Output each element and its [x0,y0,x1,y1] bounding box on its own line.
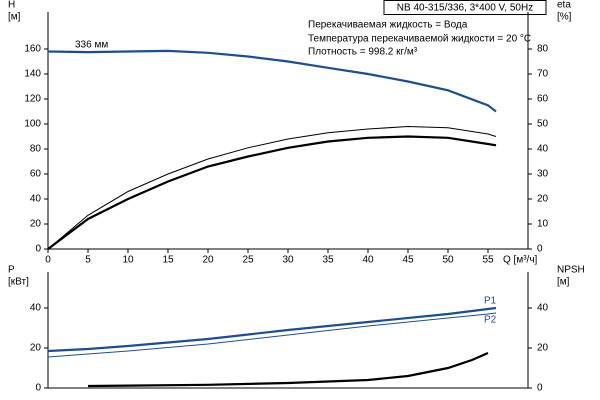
annotation: Температура перекачиваемой жидкости = 20… [308,34,531,45]
series-line [47,125,497,250]
x-tick-label: 15 [162,255,174,266]
y2-axis-label: [м] [557,277,570,288]
y2-axis-label: [%] [557,12,572,23]
y-tick-label: 80 [30,144,42,155]
x-tick-label: 55 [482,255,494,266]
y2-tick-label: 40 [537,303,549,314]
y2-axis-label: eta [557,0,571,11]
y2-tick-label: 20 [537,194,549,205]
y2-tick-label: 80 [537,44,549,55]
x-tick-label: 45 [402,255,414,266]
chart-title: NB 40-315/336, 3*400 V, 50Hz [397,3,533,14]
x-tick-label: 5 [85,255,91,266]
x-tick-label: 10 [122,255,134,266]
series-line [87,351,489,388]
x-tick-label: 50 [442,255,454,266]
y2-tick-label: 0 [537,244,543,255]
y-tick-label: 0 [35,244,41,255]
y2-axis-label: NPSH [557,265,585,276]
y-axis-label: P [8,265,15,276]
y-axis-label: [кВт] [8,277,29,288]
y2-tick-label: 30 [537,169,549,180]
series-line [47,135,497,250]
annotation: Перекачиваемая жидкость = Вода [308,20,468,31]
y2-tick-label: 60 [537,94,549,105]
y-axis-label: H [8,0,15,11]
y2-tick-label: 0 [537,383,543,394]
y-tick-label: 140 [24,69,41,80]
y-tick-label: 0 [35,383,41,394]
y-tick-label: 120 [24,94,41,105]
x-tick-label: 20 [202,255,214,266]
y-tick-label: 40 [30,194,42,205]
y-tick-label: 20 [30,219,42,230]
annotation: Плотность = 998.2 кг/м³ [308,47,418,58]
series-line [47,306,497,353]
y-tick-label: 100 [24,119,41,130]
title-box [383,0,547,15]
x-tick-label: 25 [242,255,254,266]
y-tick-label: 40 [30,303,42,314]
x-tick-label: 35 [322,255,334,266]
x-tick-label: 0 [45,255,51,266]
y-axis-label: [м] [8,12,21,23]
y2-tick-label: 70 [537,69,549,80]
x-tick-label: 30 [282,255,294,266]
y2-tick-label: 20 [537,343,549,354]
y2-tick-label: 10 [537,219,549,230]
series-line [47,49,497,113]
y-tick-label: 20 [30,343,42,354]
y2-tick-label: 40 [537,144,549,155]
annotation: 336 мм [75,40,108,51]
x-tick-label: 40 [362,255,374,266]
series-label: P1 [484,296,497,307]
series-line [47,312,497,358]
y-tick-label: 160 [24,44,41,55]
y-tick-label: 60 [30,169,42,180]
x-axis-label: Q [м³/ч] [503,255,538,266]
y2-tick-label: 50 [537,119,549,130]
series-label: P2 [484,315,497,326]
